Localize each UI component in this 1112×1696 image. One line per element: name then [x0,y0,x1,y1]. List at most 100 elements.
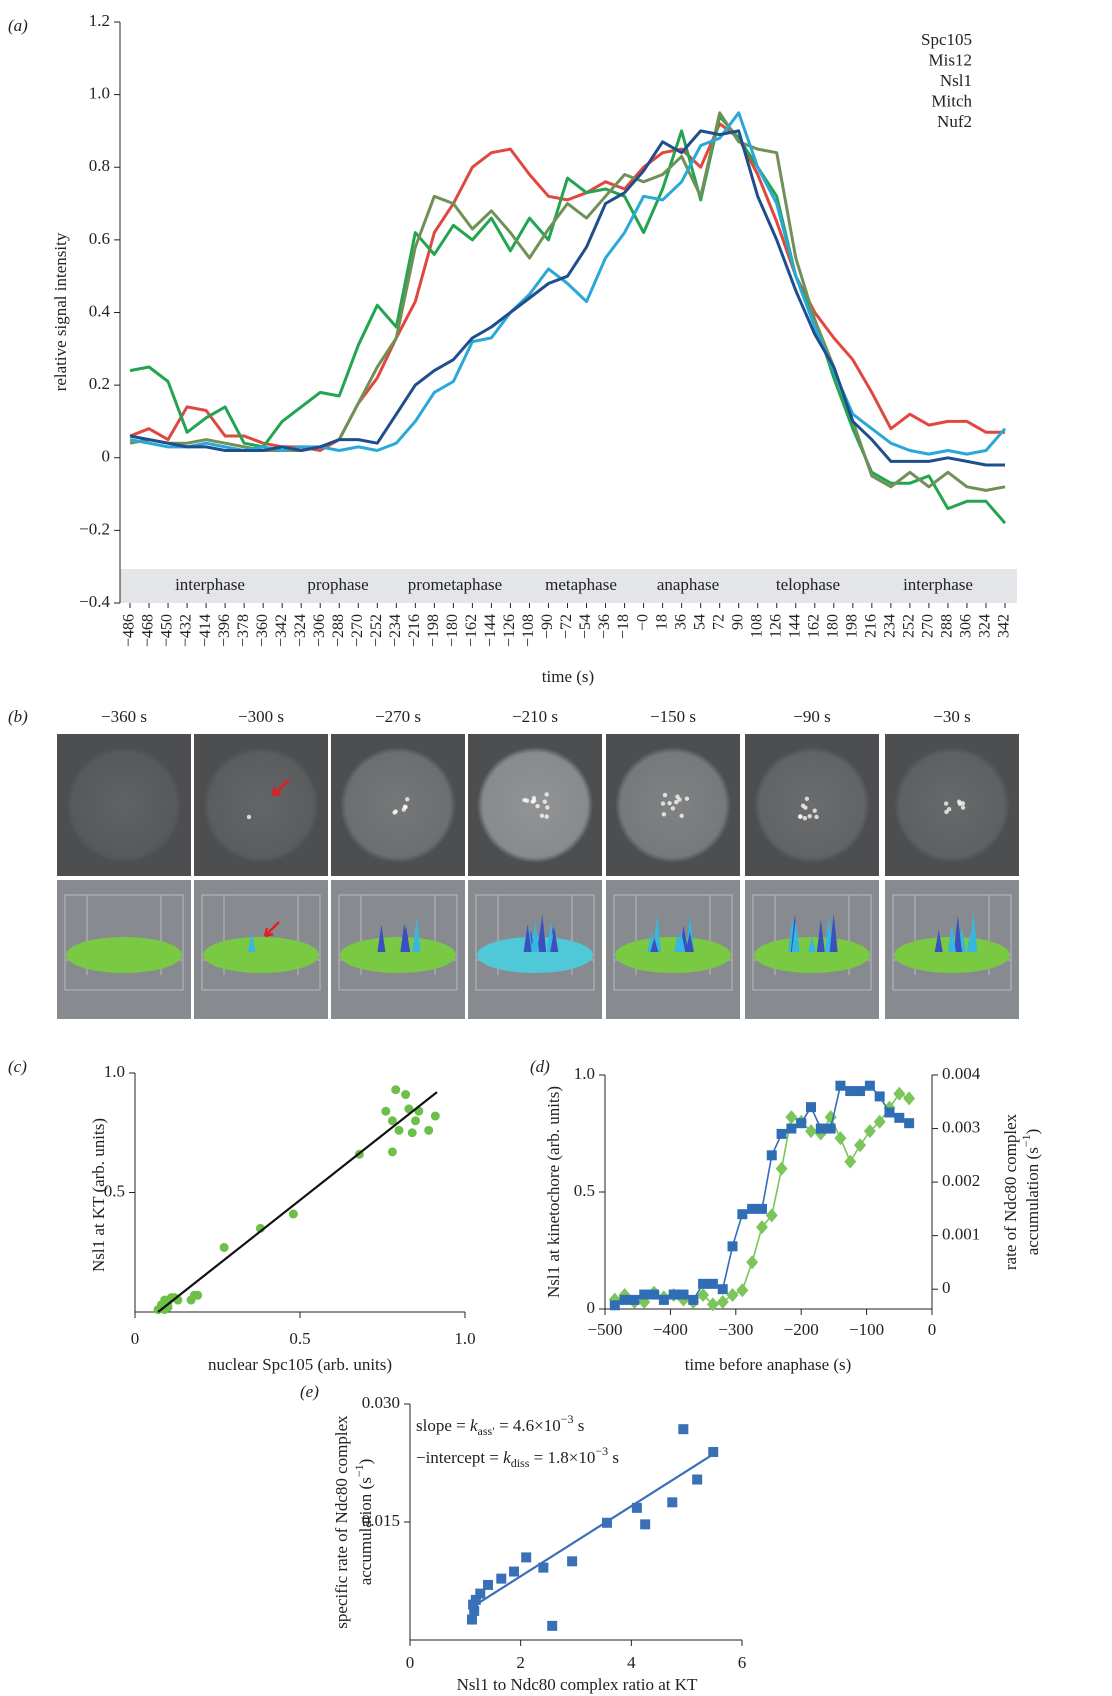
point [387,1116,397,1126]
point [521,1552,532,1563]
x-tick-label: 90 [729,614,746,630]
point [678,1424,689,1435]
x-tick-label: −0 [634,614,651,631]
spike [412,920,421,952]
point [766,1150,777,1161]
x-tick-label: 198 [843,614,860,638]
cell [477,747,593,863]
axes [409,1404,742,1641]
text-part: s [608,1448,619,1467]
y-tick-label: 0.004 [942,1064,981,1083]
text-part: k [503,1448,511,1467]
text-part: = 4.6×10 [495,1416,561,1435]
panel-label: (e) [300,1382,319,1401]
text-part: ) [356,1459,375,1465]
spike [807,937,816,952]
point [893,1086,906,1101]
x-tick-label: 72 [710,614,727,630]
series-line [129,114,1007,525]
y-tick-label: 0.003 [942,1117,980,1136]
kinetochore-dot [798,814,803,819]
point [716,1294,729,1309]
point [706,1297,719,1312]
point [466,1614,477,1625]
point [845,1086,856,1097]
text-part: −3 [595,1444,608,1458]
point [219,1242,229,1252]
x-tick-label: 288 [939,614,956,638]
spike [816,919,825,952]
point [697,1287,710,1302]
kinetochore-dot [667,800,672,806]
x-tick-label: −342 [273,614,290,647]
point [904,1118,915,1129]
x-tick-label: −72 [558,614,575,639]
cell [340,747,456,863]
spike [536,924,545,952]
text-part: ass′ [478,1424,496,1438]
text-part: accumulation (s [356,1477,375,1585]
point [547,1620,558,1631]
point [678,1289,689,1300]
kinetochore-dot [544,792,549,797]
text-part: ) [1023,1129,1042,1135]
y-axis-label: relative signal intensity [51,232,70,391]
y-tick-label: 1.0 [574,1064,595,1083]
x-tick-label: 4 [627,1653,636,1672]
x-tick-label: −252 [368,614,385,647]
x-tick-label: 306 [958,614,975,638]
kinetochore-dot [802,815,808,821]
phase-label: prophase [307,575,368,594]
point [567,1556,578,1567]
x-tick-label: −90 [539,614,556,639]
text-part: k [470,1416,478,1435]
x-axis-label: Nsl1 to Ndc80 complex ratio at KT [457,1675,698,1694]
text-part: rate of Ndc80 complex [1001,1113,1020,1270]
x-tick-label: −126 [501,614,518,647]
text-part: −1 [1019,1134,1033,1147]
surface [754,937,870,973]
surface [894,937,1010,973]
point [755,1220,768,1235]
point [747,1203,758,1214]
annotation: slope = kass′ = 4.6×10−3 s [416,1412,584,1438]
spike [531,920,540,952]
y-tick-label: 0.002 [942,1171,980,1190]
cell [66,747,182,863]
frame-title: −150 s [650,707,696,726]
spike [550,927,559,952]
arrow [263,921,280,938]
x-tick-label: −360 [254,614,271,647]
series-line [129,111,1006,492]
surface [477,937,593,973]
series-line [129,129,1005,467]
frame-title: −210 s [512,707,558,726]
point [894,1112,905,1123]
x-tick-label: −100 [849,1320,884,1339]
point [193,1290,203,1300]
point [717,1284,728,1295]
x-tick-label: −432 [178,614,195,647]
x-tick-label: 1.0 [454,1329,475,1348]
x-tick-label: 216 [863,614,880,638]
point [707,1278,718,1289]
spike [377,924,386,952]
annotation: −intercept = kdiss = 1.8×10−3 s [416,1444,619,1470]
x-tick-label: 270 [920,614,937,638]
x-tick-label: 0.5 [289,1329,310,1348]
y-tick-label: 0.6 [89,229,110,248]
series-line [614,1092,910,1306]
x-tick-label: 0 [131,1329,140,1348]
point [884,1107,895,1118]
series-line [129,122,1005,452]
kinetochore-dot [539,813,545,819]
spike [400,922,409,952]
text-part: accumulation (s [1023,1147,1042,1255]
kinetochore-dot [946,806,952,812]
axis-label: accumulation (s−1) [1019,1129,1042,1256]
point [855,1086,866,1097]
point [475,1588,486,1599]
fit-line [469,1451,717,1610]
kinetochore-dot [674,799,679,805]
